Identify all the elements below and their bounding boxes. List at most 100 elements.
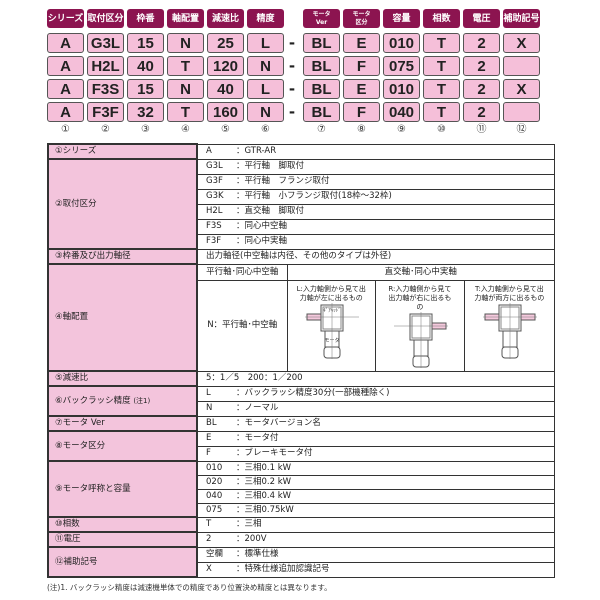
spec-value: 2 ：200V xyxy=(196,531,555,548)
code-cell: N xyxy=(167,79,204,99)
code-cell: 2 xyxy=(463,33,500,53)
gear-diagram-icon xyxy=(483,302,538,359)
code-cell: G3L xyxy=(87,33,124,53)
code-cell: T xyxy=(423,56,460,76)
code-cell: 010 xyxy=(383,33,420,53)
code-cell: A xyxy=(47,33,84,53)
spec-value: BL ：モータバージョン名 xyxy=(196,415,555,432)
shaft-t: T:入力軸側から見て出力軸が両方に出るもの xyxy=(463,279,556,372)
spec-row: ①シリーズ A ：GTR-AR xyxy=(47,143,555,160)
spec-label: ③枠番及び出力軸径 xyxy=(47,248,198,265)
code-header: シリーズ xyxy=(47,9,84,28)
code-cell: T xyxy=(423,79,460,99)
gear-diagram-icon: ｷﾞｱﾍｯﾄﾞ モータ xyxy=(305,302,360,359)
shaft-col-header: 平行軸･同心中空軸 xyxy=(196,263,288,281)
code-cell: 40 xyxy=(127,56,164,76)
spec-value: G3F ：平行軸 フランジ取付 xyxy=(196,173,555,190)
code-cell: T xyxy=(423,33,460,53)
code-header: 補助記号 xyxy=(503,9,540,28)
code-cell: 2 xyxy=(463,56,500,76)
spec-label: ①シリーズ xyxy=(47,143,198,160)
spec-value: 空欄 ：標準仕様 xyxy=(196,546,555,563)
code-header: 電圧 xyxy=(463,9,500,28)
code-cell: F xyxy=(343,102,380,122)
spec-row: ⑥バックラッシ精度 (注1) L ：バックラッシ精度30分(一部機種除く) xyxy=(47,385,555,417)
code-cell xyxy=(503,102,540,122)
code-cell: 120 xyxy=(207,56,244,76)
footnote: (注)1. バックラッシ精度は減速機単体での精度であり位置決め精度とは異なります… xyxy=(47,583,332,592)
shaft-n: N：平行軸･中空軸 xyxy=(196,279,288,372)
code-cell: 160 xyxy=(207,102,244,122)
spec-value: A ：GTR-AR xyxy=(196,143,555,160)
code-cell: T xyxy=(423,102,460,122)
code-cell: L xyxy=(247,79,284,99)
spec-label: ⑪電圧 xyxy=(47,531,198,548)
separator-dash: - xyxy=(288,103,296,121)
code-header: 精度 xyxy=(247,9,284,28)
spec-value: 010 ：三相0.1 kW xyxy=(196,460,555,476)
spec-value: G3K ：平行軸 小フランジ取付(18枠～32枠) xyxy=(196,188,555,205)
code-cell: 075 xyxy=(383,56,420,76)
spec-label: ⑧モータ区分 xyxy=(47,430,198,462)
shaft-col-header: 直交軸･同心中実軸 xyxy=(286,263,555,281)
position-number: ⑩ xyxy=(437,124,446,135)
spec-row: X ：特殊仕様追加認識記号 xyxy=(48,561,555,578)
code-header: 取付区分 xyxy=(87,9,124,28)
position-number: ④ xyxy=(181,124,190,135)
spec-value: 020 ：三相0.2 kW xyxy=(196,474,555,490)
gear-head-label: ｷﾞｱﾍｯﾄﾞ xyxy=(324,307,342,314)
spec-value: T ：三相 xyxy=(196,516,555,533)
position-number: ③ xyxy=(141,124,150,135)
code-cell: A xyxy=(47,79,84,99)
code-cell: F3S xyxy=(87,79,124,99)
position-number: ⑫ xyxy=(516,124,527,135)
code-header: 軸配置 xyxy=(167,9,204,28)
spec-row: ②取付区分 G3L ：平行軸 脚取付 xyxy=(47,158,555,250)
code-cell: N xyxy=(167,33,204,53)
code-cell xyxy=(503,56,540,76)
shaft-r: R:入力軸側から見て出力軸が右に出るもの xyxy=(375,279,465,372)
code-cell: BL xyxy=(303,33,340,53)
code-cell: 010 xyxy=(383,79,420,99)
code-header: モータ 区分 xyxy=(343,9,380,28)
spec-value: X ：特殊仕様追加認識記号 xyxy=(196,561,555,578)
position-number: ⑤ xyxy=(221,124,230,135)
position-number: ① xyxy=(61,124,70,135)
motor-label: モータ xyxy=(325,337,340,344)
spec-row: ⑪電圧 2 ：200V xyxy=(47,531,555,548)
spec-value: 040 ：三相0.4 kW xyxy=(196,488,555,504)
separator-dash: - xyxy=(288,57,296,75)
spec-row: ⑦モータ Ver BL ：モータバージョン名 xyxy=(47,415,555,432)
code-cell: 25 xyxy=(207,33,244,53)
spec-value: E ：モータ付 xyxy=(196,430,555,447)
code-cell: A xyxy=(47,102,84,122)
spec-label: ②取付区分 xyxy=(47,158,198,250)
spec-label: ⑨モータ呼称と容量 xyxy=(47,460,198,518)
code-cell: 40 xyxy=(207,79,244,99)
spec-row: ⑧モータ区分 E ：モータ付 xyxy=(47,430,555,462)
spec-row: ⑨モータ呼称と容量 010 ：三相0.1 kW xyxy=(47,460,555,518)
spec-value: 075 ：三相0.75kW xyxy=(196,502,555,518)
code-cell: BL xyxy=(303,79,340,99)
code-cell: F3F xyxy=(87,102,124,122)
code-cell: 32 xyxy=(127,102,164,122)
code-cell: 2 xyxy=(463,79,500,99)
code-header: 枠番 xyxy=(127,9,164,28)
position-number: ⑧ xyxy=(357,124,366,135)
position-number: ⑥ xyxy=(261,124,270,135)
code-cell: N xyxy=(247,56,284,76)
spec-value: 5：1／5 200：1／200 xyxy=(196,370,555,387)
spec-label: ⑫補助記号 xyxy=(47,546,198,578)
position-number: ② xyxy=(101,124,110,135)
code-cell: BL xyxy=(303,56,340,76)
position-number: ⑪ xyxy=(476,124,487,135)
spec-label: ④軸配置 xyxy=(47,263,198,372)
code-cell: BL xyxy=(303,102,340,122)
code-cell: A xyxy=(47,56,84,76)
code-cell: H2L xyxy=(87,56,124,76)
code-cell: 2 xyxy=(463,102,500,122)
code-cell: X xyxy=(503,33,540,53)
shaft-l: L:入力軸側から見て出力軸が左に出るもの ｷﾞｱﾍｯﾄﾞ モータ xyxy=(286,279,377,372)
spec-row: ⑩相数 T ：三相 xyxy=(47,516,555,533)
code-cell: F xyxy=(343,56,380,76)
